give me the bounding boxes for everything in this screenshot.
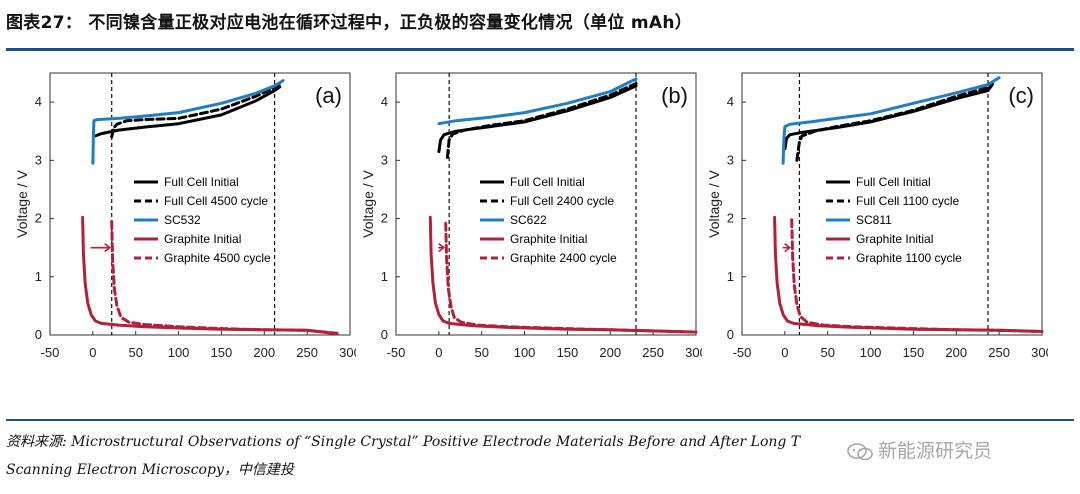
shift-arrow-head — [104, 243, 111, 253]
x-tick-label: 100 — [168, 345, 190, 360]
series-line-graphite-2400-cycle — [444, 221, 698, 334]
y-tick-label: 1 — [381, 269, 388, 284]
x-tick-label: 200 — [253, 345, 275, 360]
x-tick-label: 250 — [642, 345, 664, 360]
x-tick-label: -50 — [387, 345, 406, 360]
watermark-text: 新能源研究员 — [878, 440, 993, 462]
x-tick-label: 50 — [474, 345, 488, 360]
x-tick-label: -50 — [41, 345, 60, 360]
y-tick-label: 4 — [381, 94, 388, 109]
source-line-2: Scanning Electron Microscopy，中信建投 — [6, 462, 294, 478]
top-rule — [6, 48, 1074, 51]
x-tick-label: 200 — [945, 345, 967, 360]
legend-label: Full Cell 1100 cycle — [856, 194, 959, 208]
legend-label: SC811 — [856, 213, 892, 227]
series-line-sc532 — [91, 79, 285, 165]
x-tick-label: 200 — [599, 345, 621, 360]
legend-label: Full Cell Initial — [510, 175, 585, 189]
figure-title: 图表27： 不同镍含量正极对应电池在循环过程中，正负极的容量变化情况（单位 mA… — [6, 13, 693, 33]
y-tick-label: 2 — [381, 211, 388, 226]
plot-frame — [49, 72, 351, 336]
x-tick-label: 0 — [781, 345, 788, 360]
x-tick-label: 0 — [89, 345, 96, 360]
legend-label: SC622 — [510, 213, 547, 227]
x-tick-label: 100 — [514, 345, 536, 360]
chart-panel-c: 0 1 2 3 4 -50 0 50 100 150 200 250 300 Voltage / V Ful… — [706, 72, 1048, 360]
x-tick-label: 150 — [211, 345, 233, 360]
y-tick-label: 2 — [35, 211, 42, 226]
y-tick-label: 4 — [727, 94, 734, 109]
series-line-full-cell-initial — [93, 85, 282, 138]
legend-label: Graphite Initial — [510, 232, 587, 246]
y-tick-label: 0 — [727, 327, 734, 342]
legend-label: Full Cell 4500 cycle — [164, 194, 268, 208]
x-tick-label: 0 — [435, 345, 442, 360]
y-axis-label: Voltage / V — [360, 169, 376, 237]
legend-label: Graphite Initial — [856, 232, 933, 246]
legend-label: Full Cell 2400 cycle — [510, 194, 614, 208]
panel-label: (b) — [661, 83, 688, 108]
series-line-full-cell-2400-cycle — [445, 82, 638, 159]
y-tick-label: 1 — [35, 269, 42, 284]
shift-arrow-head — [784, 243, 791, 253]
y-tick-label: 0 — [35, 327, 42, 342]
watermark: 新能源研究员 — [846, 436, 992, 463]
series-line-graphite-4500-cycle — [110, 220, 339, 335]
source-line-1: 资料来源: Microstructural Observations of “S… — [6, 434, 801, 450]
y-tick-label: 3 — [727, 152, 734, 167]
x-tick-label: 250 — [988, 345, 1010, 360]
series-line-graphite-1100-cycle — [790, 218, 1044, 333]
series-line-full-cell-1100-cycle — [795, 82, 994, 162]
x-tick-label: 50 — [820, 345, 834, 360]
panel-label: (c) — [1008, 83, 1034, 108]
legend-label: Full Cell Initial — [164, 175, 239, 189]
y-tick-label: 2 — [727, 211, 734, 226]
legend-label: SC532 — [164, 213, 201, 227]
y-tick-label: 1 — [727, 269, 734, 284]
shift-arrow-head — [438, 243, 445, 253]
x-tick-label: 150 — [557, 345, 579, 360]
x-tick-label: 300 — [339, 345, 356, 360]
x-tick-label: 50 — [128, 345, 142, 360]
x-tick-label: -50 — [733, 345, 752, 360]
legend-label: Graphite 1100 cycle — [856, 251, 962, 265]
x-tick-label: 300 — [685, 345, 702, 360]
x-tick-label: 250 — [296, 345, 318, 360]
series-line-sc622 — [437, 77, 638, 126]
source-note: 资料来源: Microstructural Observations of “S… — [6, 428, 1046, 484]
legend-label: Graphite 2400 cycle — [510, 251, 617, 265]
chart-panel-a: 0 1 2 3 4 -50 0 50 100 150 200 250 300 Voltage / V Ful… — [14, 72, 356, 360]
panel-label: (a) — [315, 83, 342, 108]
bottom-rule — [6, 419, 1074, 421]
y-tick-label: 0 — [381, 327, 388, 342]
y-axis-label: Voltage / V — [14, 169, 30, 237]
legend-label: Graphite 4500 cycle — [164, 251, 271, 265]
legend-label: Full Cell Initial — [856, 175, 931, 189]
y-tick-label: 3 — [35, 152, 42, 167]
x-tick-label: 300 — [1031, 345, 1048, 360]
x-tick-label: 150 — [903, 345, 925, 360]
wechat-icon — [847, 442, 873, 460]
y-tick-label: 4 — [35, 94, 42, 109]
series-line-sc811 — [781, 76, 1001, 165]
series-line-full-cell-4500-cycle — [110, 83, 282, 139]
y-tick-label: 3 — [381, 152, 388, 167]
x-tick-label: 100 — [860, 345, 882, 360]
y-axis-label: Voltage / V — [706, 169, 722, 237]
legend-label: Graphite Initial — [164, 232, 241, 246]
chart-panel-b: 0 1 2 3 4 -50 0 50 100 150 200 250 300 Voltage / V Ful… — [360, 72, 702, 360]
